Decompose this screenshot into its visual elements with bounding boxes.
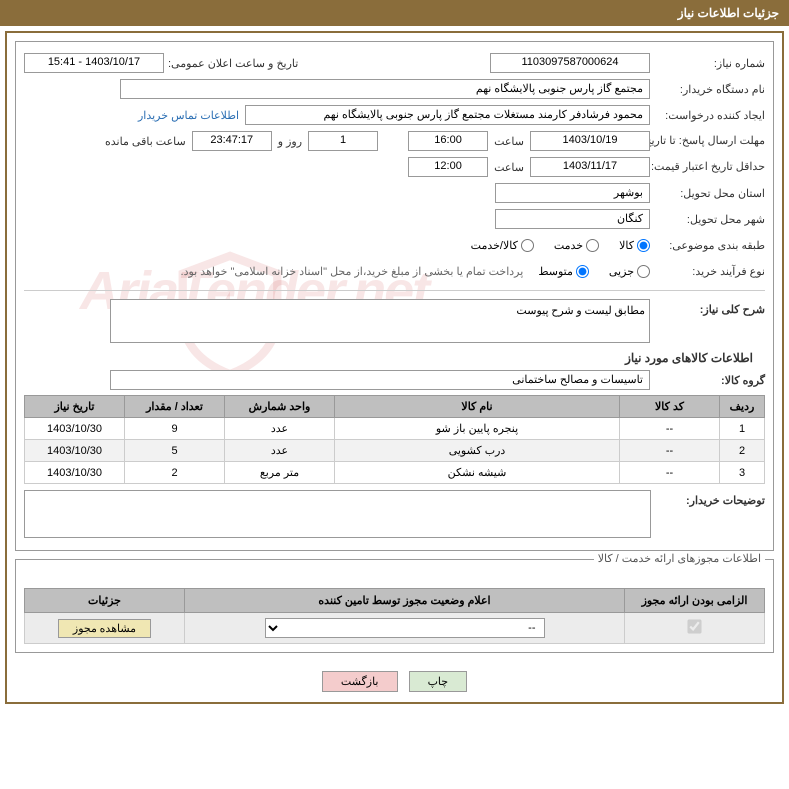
- table-row: 3--شیشه نشکنمتر مربع21403/10/30: [25, 462, 765, 484]
- city-value: کنگان: [495, 209, 650, 229]
- license-section: اطلاعات مجوزهای ارائه خدمت / کالا الزامی…: [15, 559, 774, 653]
- remaining-word: ساعت باقی مانده: [99, 135, 192, 148]
- radio-partial[interactable]: جزیی: [609, 265, 650, 278]
- days-word: روز و: [272, 135, 308, 148]
- deadline-send-time: 16:00: [408, 131, 488, 151]
- radio-goods-service-input[interactable]: [521, 239, 534, 252]
- cell-unit: متر مربع: [225, 462, 335, 484]
- min-valid-time: 12:00: [408, 157, 488, 177]
- min-valid-date: 1403/11/17: [530, 157, 650, 177]
- th-unit: واحد شمارش: [225, 396, 335, 418]
- cell-date: 1403/10/30: [25, 462, 125, 484]
- announce-label: تاریخ و ساعت اعلان عمومی:: [164, 57, 298, 70]
- page-title: جزئیات اطلاعات نیاز: [678, 6, 779, 20]
- cell-name: شیشه نشکن: [335, 462, 620, 484]
- cell-name: درب کشویی: [335, 440, 620, 462]
- footer-buttons: چاپ بازگشت: [7, 661, 782, 702]
- req-creator-label: ایجاد کننده درخواست:: [650, 109, 765, 122]
- radio-medium[interactable]: متوسط: [538, 265, 589, 278]
- view-license-button[interactable]: مشاهده مجوز: [58, 619, 151, 638]
- days-value: 1: [308, 131, 378, 151]
- th-details: جزئیات: [25, 589, 185, 613]
- th-date: تاریخ نیاز: [25, 396, 125, 418]
- goods-group-value: تاسیسات و مصالح ساختمانی: [110, 370, 650, 390]
- deadline-send-date: 1403/10/19: [530, 131, 650, 151]
- buyer-org-label: نام دستگاه خریدار:: [650, 83, 765, 96]
- need-number-label: شماره نیاز:: [650, 57, 765, 70]
- page-header: جزئیات اطلاعات نیاز: [0, 0, 789, 26]
- th-qty: تعداد / مقدار: [125, 396, 225, 418]
- countdown: 23:47:17: [192, 131, 272, 151]
- th-code: کد کالا: [620, 396, 720, 418]
- license-row: -- مشاهده مجوز: [25, 613, 765, 644]
- city-label: شهر محل تحویل:: [650, 213, 765, 226]
- contact-link[interactable]: اطلاعات تماس خریدار: [132, 109, 245, 122]
- req-creator-value: محمود فرشادفر کارمند مستغلات مجتمع گاز پ…: [245, 105, 650, 125]
- cell-qty: 9: [125, 418, 225, 440]
- th-status: اعلام وضعیت مجوز توسط تامین کننده: [185, 589, 625, 613]
- buyer-notes-label: توضیحات خریدار:: [651, 490, 765, 507]
- category-radio-group: کالا خدمت کالا/خدمت: [456, 239, 650, 252]
- cell-code: --: [620, 418, 720, 440]
- back-button[interactable]: بازگشت: [322, 671, 398, 692]
- cell-code: --: [620, 462, 720, 484]
- table-row: 1--پنجره پایین باز شوعدد91403/10/30: [25, 418, 765, 440]
- license-legend: اطلاعات مجوزهای ارائه خدمت / کالا: [594, 552, 765, 565]
- goods-table: ردیف کد کالا نام کالا واحد شمارش تعداد /…: [24, 395, 765, 484]
- province-value: بوشهر: [495, 183, 650, 203]
- time-word-2: ساعت: [488, 161, 530, 174]
- license-table: الزامی بودن ارائه مجوز اعلام وضعیت مجوز …: [24, 588, 765, 644]
- status-select[interactable]: --: [265, 618, 545, 638]
- time-word-1: ساعت: [488, 135, 530, 148]
- cell-date: 1403/10/30: [25, 418, 125, 440]
- radio-goods[interactable]: کالا: [619, 239, 650, 252]
- purchase-type-label: نوع فرآیند خرید:: [650, 265, 765, 278]
- goods-group-label: گروه کالا:: [650, 374, 765, 387]
- radio-service[interactable]: خدمت: [554, 239, 599, 252]
- cell-row: 3: [720, 462, 765, 484]
- buyer-org-value: مجتمع گاز پارس جنوبی پالایشگاه نهم: [120, 79, 650, 99]
- desc-textarea[interactable]: [110, 299, 650, 343]
- radio-medium-input[interactable]: [576, 265, 589, 278]
- buyer-notes-textarea[interactable]: [24, 490, 651, 538]
- purchase-radio-group: جزیی متوسط: [523, 265, 650, 278]
- print-button[interactable]: چاپ: [409, 671, 468, 692]
- radio-goods-service[interactable]: کالا/خدمت: [471, 239, 534, 252]
- radio-service-input[interactable]: [586, 239, 599, 252]
- form-section: شماره نیاز: 1103097587000624 تاریخ و ساع…: [15, 41, 774, 551]
- cell-qty: 2: [125, 462, 225, 484]
- cell-code: --: [620, 440, 720, 462]
- cell-row: 2: [720, 440, 765, 462]
- cell-unit: عدد: [225, 418, 335, 440]
- desc-label: شرح کلی نیاز:: [650, 299, 765, 316]
- province-label: استان محل تحویل:: [650, 187, 765, 200]
- cell-row: 1: [720, 418, 765, 440]
- radio-goods-input[interactable]: [637, 239, 650, 252]
- main-content: شماره نیاز: 1103097587000624 تاریخ و ساع…: [5, 31, 784, 704]
- mandatory-checkbox: [687, 619, 701, 633]
- cell-date: 1403/10/30: [25, 440, 125, 462]
- th-row: ردیف: [720, 396, 765, 418]
- category-label: طبقه بندی موضوعی:: [650, 239, 765, 252]
- announce-value: 1403/10/17 - 15:41: [24, 53, 164, 73]
- th-name: نام کالا: [335, 396, 620, 418]
- min-valid-label: حداقل تاریخ اعتبار قیمت: تا تاریخ:: [650, 162, 765, 173]
- goods-info-title: اطلاعات کالاهای مورد نیاز: [24, 351, 753, 365]
- radio-partial-input[interactable]: [637, 265, 650, 278]
- need-number-value: 1103097587000624: [490, 53, 650, 73]
- cell-qty: 5: [125, 440, 225, 462]
- cell-unit: عدد: [225, 440, 335, 462]
- deadline-send-label: مهلت ارسال پاسخ: تا تاریخ:: [650, 136, 765, 147]
- table-row: 2--درب کشوییعدد51403/10/30: [25, 440, 765, 462]
- th-mandatory: الزامی بودن ارائه مجوز: [625, 589, 765, 613]
- payment-note: پرداخت تمام یا بخشی از مبلغ خرید،از محل …: [177, 265, 524, 278]
- cell-name: پنجره پایین باز شو: [335, 418, 620, 440]
